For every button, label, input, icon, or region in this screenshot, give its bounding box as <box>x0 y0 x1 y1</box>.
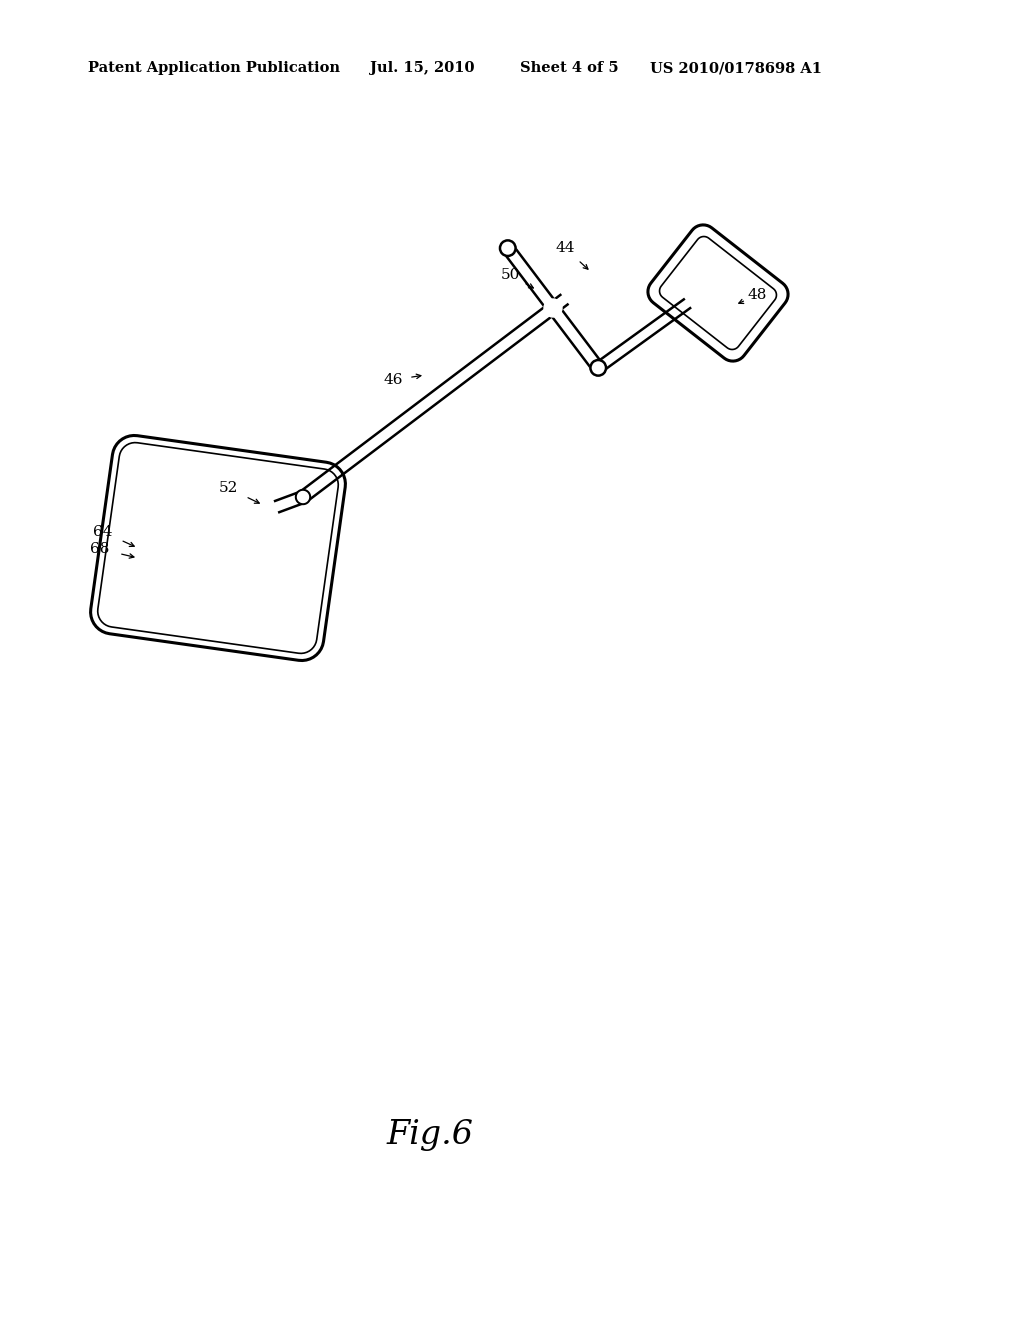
Text: 50: 50 <box>501 268 520 282</box>
Text: 52: 52 <box>218 480 238 495</box>
Text: US 2010/0178698 A1: US 2010/0178698 A1 <box>650 61 822 75</box>
Text: Jul. 15, 2010: Jul. 15, 2010 <box>370 61 474 75</box>
Text: Patent Application Publication: Patent Application Publication <box>88 61 340 75</box>
Text: 46: 46 <box>383 374 402 387</box>
Text: Fig.6: Fig.6 <box>386 1119 473 1151</box>
Text: 44: 44 <box>555 242 574 255</box>
Text: Sheet 4 of 5: Sheet 4 of 5 <box>520 61 618 75</box>
Circle shape <box>544 300 562 317</box>
Circle shape <box>500 240 515 256</box>
Text: 68: 68 <box>90 543 110 556</box>
Text: 48: 48 <box>748 288 767 302</box>
Circle shape <box>591 360 606 376</box>
Polygon shape <box>659 236 776 350</box>
Text: 64: 64 <box>93 525 113 539</box>
Polygon shape <box>296 490 310 504</box>
